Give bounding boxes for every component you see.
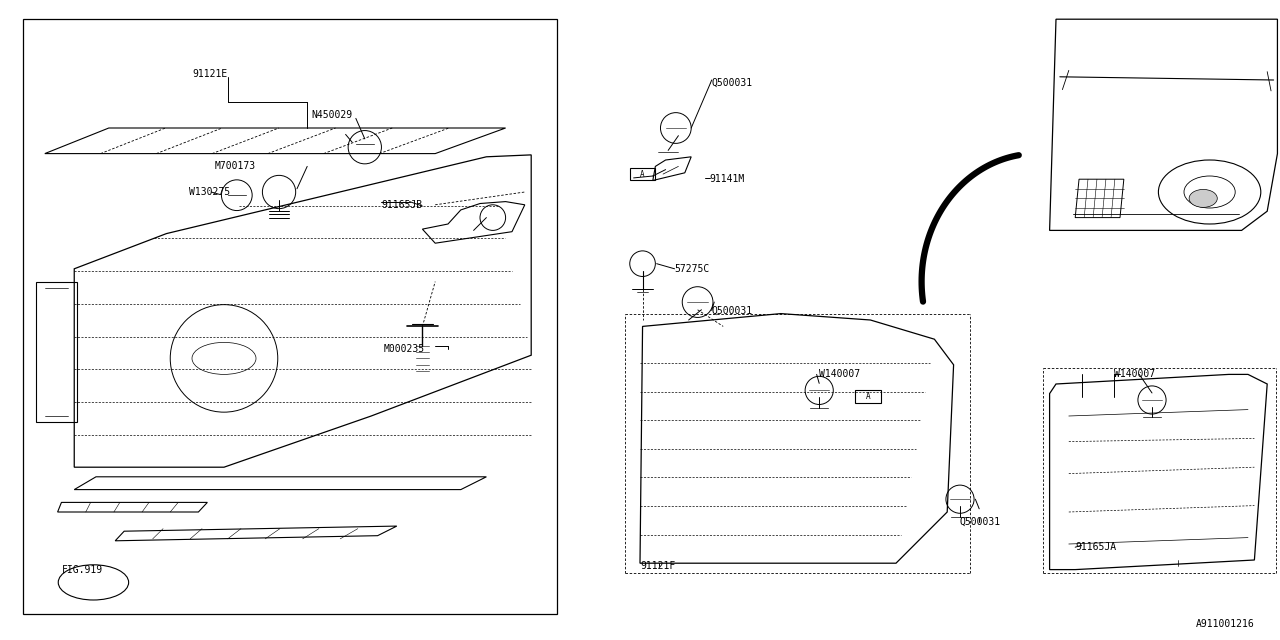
Bar bbox=[630, 168, 655, 180]
Text: FIG.919: FIG.919 bbox=[61, 564, 102, 575]
Text: W130275: W130275 bbox=[189, 187, 230, 197]
Text: 91165JA: 91165JA bbox=[1075, 542, 1116, 552]
Text: Q500031: Q500031 bbox=[960, 516, 1001, 527]
Text: N450029: N450029 bbox=[311, 110, 352, 120]
Text: A911001216: A911001216 bbox=[1196, 619, 1254, 629]
Text: 57275C: 57275C bbox=[675, 264, 710, 274]
Text: Q500031: Q500031 bbox=[712, 78, 753, 88]
Text: W140007: W140007 bbox=[1114, 369, 1155, 380]
Text: M700173: M700173 bbox=[215, 161, 256, 172]
Text: 91121F: 91121F bbox=[640, 561, 676, 572]
Ellipse shape bbox=[1189, 189, 1217, 207]
Text: 91141M: 91141M bbox=[709, 174, 745, 184]
Text: 91121E: 91121E bbox=[192, 68, 228, 79]
Text: W140007: W140007 bbox=[819, 369, 860, 380]
Text: Q500031: Q500031 bbox=[712, 305, 753, 316]
Text: A: A bbox=[640, 170, 645, 179]
Text: A: A bbox=[865, 392, 870, 401]
Bar bbox=[855, 390, 881, 403]
Text: 91165JB: 91165JB bbox=[381, 200, 422, 210]
Text: M000235: M000235 bbox=[384, 344, 425, 354]
